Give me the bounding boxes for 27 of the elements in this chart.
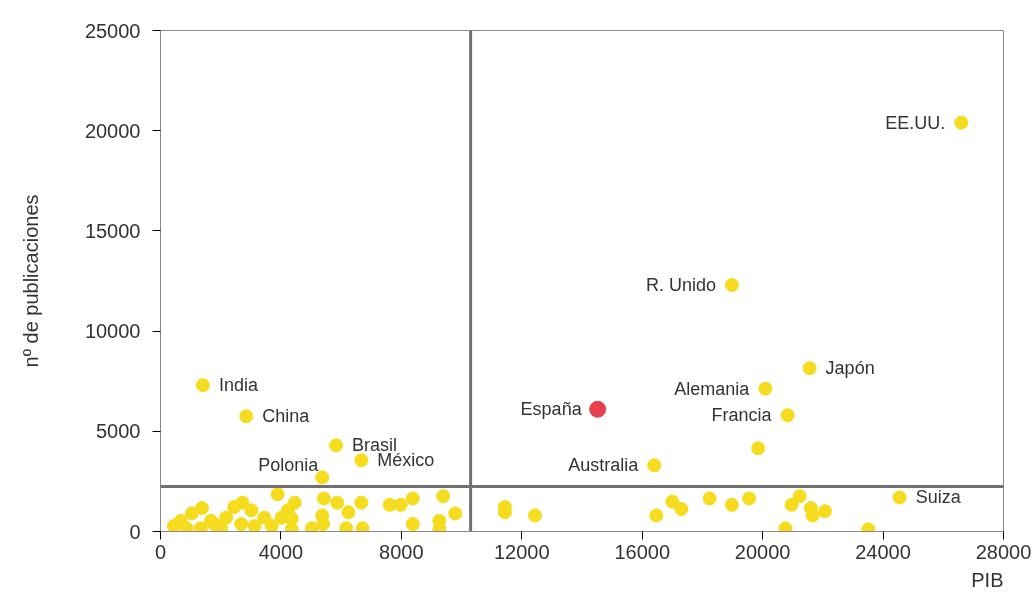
y-tick-label: 0 bbox=[129, 520, 141, 543]
y-tick-label: 10000 bbox=[84, 320, 141, 343]
annotation: India bbox=[218, 375, 259, 396]
annotation: Polonia bbox=[258, 455, 320, 476]
annotation: Francia bbox=[711, 405, 773, 426]
annotation: EE.UU. bbox=[885, 112, 946, 133]
annotation: Australia bbox=[568, 455, 640, 476]
annotation: Suiza bbox=[915, 487, 962, 508]
annotation: España bbox=[520, 399, 583, 420]
x-tick-label: 4000 bbox=[258, 540, 304, 563]
x-tick-label: 24000 bbox=[855, 540, 911, 563]
x-tick-label: 28000 bbox=[975, 540, 1032, 563]
x-tick-label: 20000 bbox=[734, 540, 791, 563]
annotation: China bbox=[262, 406, 311, 427]
y-tick-label: 25000 bbox=[84, 19, 141, 42]
x-tick-label: 12000 bbox=[493, 540, 550, 563]
annotation: Alemania bbox=[674, 378, 751, 399]
x-tick-label: 16000 bbox=[614, 540, 671, 563]
x-axis-title: PIB bbox=[971, 568, 1004, 591]
x-tick-label: 0 bbox=[154, 540, 167, 563]
annotation: R. Unido bbox=[645, 275, 716, 296]
y-axis-title: nº de publicaciones bbox=[19, 194, 42, 368]
annotation: Japón bbox=[825, 358, 875, 379]
y-tick-label: 15000 bbox=[84, 219, 141, 242]
y-tick-label: 5000 bbox=[96, 420, 141, 443]
y-tick-label: 20000 bbox=[84, 119, 141, 142]
x-tick-label: 8000 bbox=[379, 540, 424, 563]
